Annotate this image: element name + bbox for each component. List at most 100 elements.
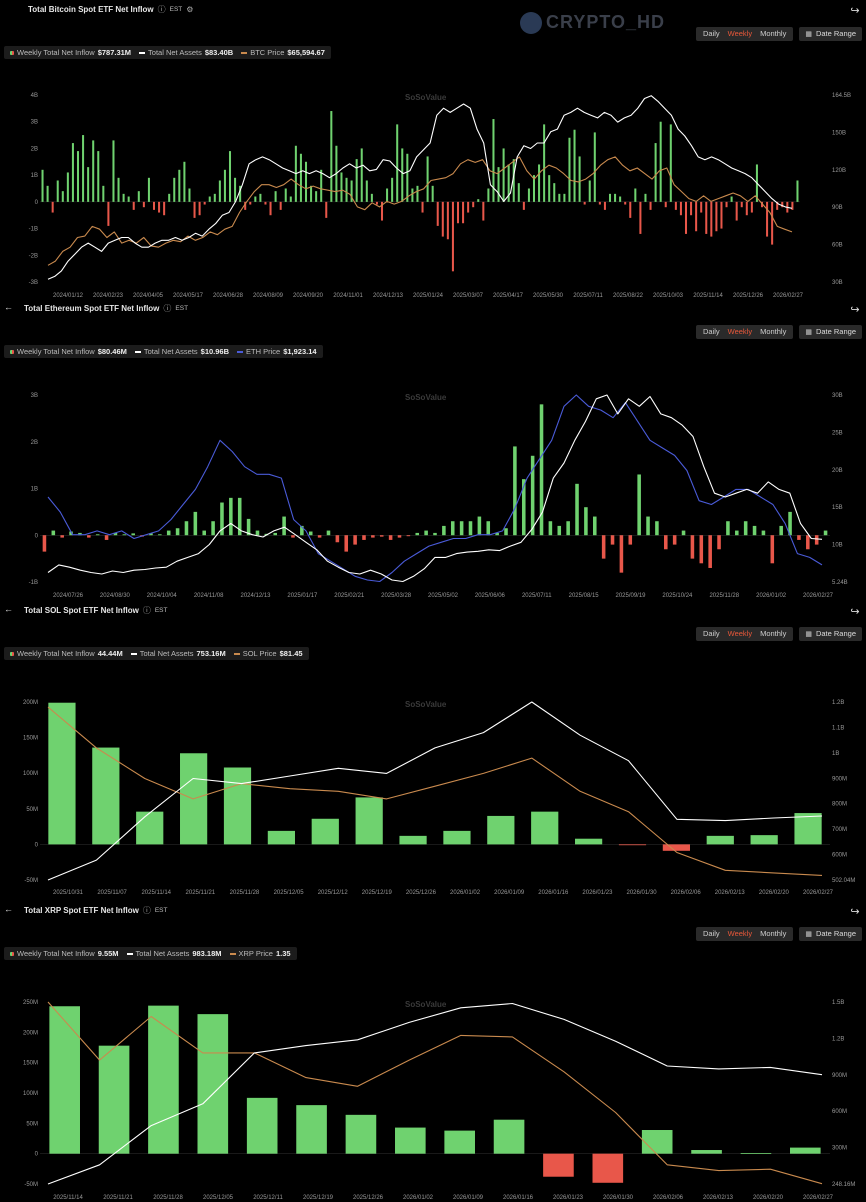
flow-bar[interactable] (188, 188, 191, 202)
flow-bar[interactable] (71, 143, 74, 202)
period-daily[interactable]: Daily (702, 29, 720, 38)
flow-bar[interactable] (396, 124, 399, 202)
flow-bar[interactable] (173, 177, 176, 202)
flow-bar[interactable] (353, 535, 357, 545)
flow-bar[interactable] (770, 535, 775, 564)
flow-bar[interactable] (443, 830, 471, 845)
flow-bar[interactable] (69, 531, 73, 536)
share-icon[interactable]: ↪ (850, 606, 860, 618)
flow-bar[interactable] (573, 129, 576, 202)
flow-bar[interactable] (601, 535, 606, 559)
flow-bar[interactable] (681, 530, 686, 536)
flow-bar[interactable] (330, 111, 333, 202)
flow-bar[interactable] (512, 159, 515, 202)
flow-bar[interactable] (122, 193, 125, 202)
flow-bar[interactable] (193, 201, 196, 218)
date-range-button[interactable]: ▦ Date Range (799, 927, 862, 941)
flow-bar[interactable] (223, 767, 252, 845)
legend-item-price[interactable]: SOL Price $81.45 (230, 649, 307, 658)
share-icon[interactable]: ↪ (850, 304, 860, 316)
back-arrow-icon[interactable]: ← (4, 604, 13, 614)
flow-bar[interactable] (234, 177, 237, 202)
flow-bar[interactable] (48, 702, 76, 845)
flow-bar[interactable] (649, 201, 652, 210)
back-arrow-icon[interactable]: ← (4, 904, 13, 914)
flow-bar[interactable] (679, 201, 682, 216)
share-icon[interactable]: ↪ (850, 906, 860, 918)
flow-bar[interactable] (624, 201, 627, 205)
flow-bar[interactable] (168, 193, 171, 202)
flow-bar[interactable] (436, 201, 439, 226)
flow-bar[interactable] (735, 530, 739, 536)
flow-bar[interactable] (113, 532, 118, 536)
flow-bar[interactable] (487, 815, 515, 845)
flow-bar[interactable] (244, 201, 247, 210)
period-daily[interactable]: Daily (702, 629, 720, 638)
flow-bar[interactable] (371, 535, 375, 538)
flow-bar[interactable] (654, 143, 657, 202)
flow-bar[interactable] (588, 180, 591, 202)
flow-bar[interactable] (415, 532, 420, 536)
flow-bar[interactable] (695, 201, 698, 232)
flow-bar[interactable] (97, 151, 100, 202)
flow-bar[interactable] (184, 521, 189, 536)
flow-bar[interactable] (406, 153, 409, 202)
flow-bar[interactable] (717, 535, 721, 550)
flow-bar[interactable] (451, 201, 454, 272)
flow-bar[interactable] (442, 525, 446, 536)
flow-bar[interactable] (340, 172, 343, 202)
flow-bar[interactable] (112, 140, 115, 202)
flow-bar[interactable] (203, 201, 206, 205)
flow-bar[interactable] (284, 188, 287, 202)
flow-bar[interactable] (375, 201, 378, 205)
flow-bar[interactable] (397, 535, 402, 538)
flow-bar[interactable] (267, 830, 295, 845)
flow-bar[interactable] (740, 201, 743, 208)
flow-bar[interactable] (553, 183, 556, 202)
flow-bar[interactable] (360, 148, 363, 202)
flow-bar[interactable] (379, 535, 384, 537)
flow-bar[interactable] (796, 180, 799, 202)
flow-bar[interactable] (300, 525, 304, 536)
flow-bar[interactable] (399, 835, 427, 845)
flow-bar[interactable] (629, 201, 632, 218)
flow-bar[interactable] (735, 201, 738, 221)
flow-bar[interactable] (575, 838, 603, 845)
flow-bar[interactable] (674, 201, 677, 210)
flow-bar[interactable] (426, 156, 429, 202)
flow-bar[interactable] (325, 201, 328, 218)
flow-bar[interactable] (672, 535, 677, 545)
flow-bar[interactable] (391, 177, 394, 202)
flow-bar[interactable] (690, 201, 693, 216)
period-monthly[interactable]: Monthly (760, 629, 787, 638)
flow-bar[interactable] (56, 180, 59, 202)
flow-bar[interactable] (274, 191, 277, 202)
flow-bar[interactable] (690, 535, 695, 559)
flow-bar[interactable] (750, 201, 753, 213)
flow-bar[interactable] (776, 201, 779, 210)
flow-bar[interactable] (122, 534, 127, 536)
flow-bar[interactable] (726, 521, 730, 536)
info-icon[interactable]: ⓘ (142, 906, 151, 915)
flow-bar[interactable] (370, 193, 373, 202)
flow-bar[interactable] (521, 479, 526, 536)
flow-bar[interactable] (158, 534, 162, 536)
flow-bar[interactable] (308, 531, 313, 536)
flow-bar[interactable] (60, 535, 64, 538)
flow-bar[interactable] (705, 201, 708, 234)
flow-bar[interactable] (659, 121, 662, 202)
legend-item-assets[interactable]: Total Net Assets 753.16M (127, 649, 230, 658)
period-monthly[interactable]: Monthly (760, 29, 787, 38)
flow-bar[interactable] (137, 191, 140, 202)
flow-bar[interactable] (619, 196, 622, 202)
flow-bar[interactable] (527, 188, 530, 202)
flow-bar[interactable] (583, 201, 586, 205)
flow-bar[interactable] (779, 525, 783, 536)
flow-bar[interactable] (608, 193, 612, 202)
flow-bar[interactable] (193, 511, 198, 536)
flow-bar[interactable] (152, 201, 156, 210)
legend-item-assets[interactable]: Total Net Assets $83.40B (135, 48, 237, 57)
flow-bar[interactable] (431, 185, 434, 202)
flow-bar[interactable] (433, 532, 437, 536)
flow-bar[interactable] (255, 530, 260, 536)
